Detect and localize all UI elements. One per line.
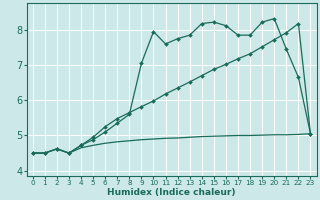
X-axis label: Humidex (Indice chaleur): Humidex (Indice chaleur) <box>107 188 236 197</box>
